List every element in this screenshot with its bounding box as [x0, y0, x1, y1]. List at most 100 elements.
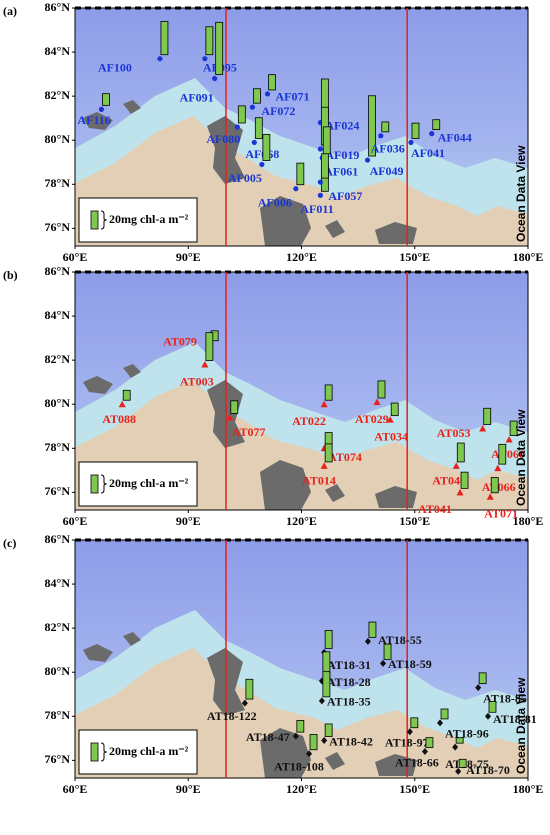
chl-bar	[368, 95, 376, 157]
chl-bar	[254, 117, 263, 139]
island	[83, 112, 113, 130]
chl-bar	[324, 432, 333, 445]
station-marker	[118, 400, 126, 408]
chl-bar	[122, 389, 131, 401]
station-marker	[264, 91, 271, 97]
x-tick-label: 180°E	[513, 250, 544, 264]
legend-brace	[100, 210, 108, 230]
x-tick-label: 90°E	[176, 514, 201, 528]
chl-bar	[460, 471, 469, 489]
chl-bar	[324, 443, 333, 463]
station-marker	[373, 398, 381, 406]
legend-box	[78, 461, 198, 507]
station-marker	[249, 104, 256, 110]
station-marker	[452, 462, 460, 469]
chl-bar	[368, 621, 377, 638]
x-tick-label: 90°E	[176, 782, 201, 796]
station-marker	[378, 133, 384, 139]
station-label: AT18-35	[327, 695, 371, 709]
island	[83, 376, 113, 394]
watermark: Ocean Data View	[514, 677, 528, 774]
legend-label: 20mg chl-a m⁻²	[109, 744, 189, 758]
island	[260, 460, 311, 510]
legend-brace	[100, 474, 108, 494]
chl-bar	[253, 88, 261, 104]
station-marker	[251, 139, 257, 146]
station-label: AT034	[374, 429, 408, 443]
station-label: AF005	[228, 171, 262, 185]
island	[123, 100, 141, 114]
x-tick-label: 60°E	[63, 782, 88, 796]
station-label: AT18-108	[274, 760, 324, 774]
station-label: AT029	[355, 412, 389, 426]
y-tick-label: 86°N	[45, 264, 71, 278]
station-marker	[320, 462, 328, 469]
station-marker	[259, 161, 265, 168]
legend-brace	[100, 742, 108, 762]
chl-bar	[309, 734, 318, 751]
station-label: AT18-97	[385, 735, 429, 749]
station-label: AT074	[328, 450, 362, 464]
station-marker	[486, 493, 494, 500]
chl-bar	[483, 407, 492, 425]
x-tick-label: 150°E	[399, 782, 430, 796]
chl-bar	[230, 400, 239, 414]
y-tick-label: 78°N	[45, 708, 71, 722]
chl-bar	[456, 442, 465, 463]
station-label: AF041	[411, 146, 445, 160]
chl-bar	[440, 708, 449, 720]
station-label: AF024	[325, 118, 359, 132]
chl-bar	[296, 162, 305, 186]
station-label: AT18-122	[207, 709, 257, 723]
station-marker	[437, 719, 444, 727]
station-label: AT18-75	[445, 757, 489, 771]
chl-bar	[488, 701, 497, 713]
station-label: AT18-59	[388, 657, 432, 671]
y-tick-label: 76°N	[45, 752, 71, 766]
station-marker	[202, 56, 208, 62]
station-label: AT066	[482, 480, 516, 494]
x-tick-label: 150°E	[399, 514, 430, 528]
station-marker	[406, 728, 413, 736]
chl-bar	[411, 122, 420, 139]
y-tick-label: 82°N	[45, 620, 71, 634]
station-marker	[212, 75, 218, 82]
x-tick-label: 120°E	[286, 250, 317, 264]
station-marker	[317, 179, 323, 185]
station-marker	[317, 146, 323, 152]
y-tick-label: 80°N	[45, 396, 71, 410]
station-marker	[380, 659, 387, 667]
station-label: AF011	[300, 202, 333, 216]
station-label: AT014	[302, 474, 336, 488]
island	[260, 196, 311, 246]
legend-box	[78, 197, 198, 243]
panel-label: (c)	[3, 536, 16, 550]
y-tick-label: 86°N	[45, 532, 71, 546]
x-tick-label: 90°E	[176, 250, 201, 264]
station-label: AT077	[232, 425, 266, 439]
station-label: AT041	[418, 502, 452, 516]
station-label: AF019	[325, 148, 359, 162]
station-marker	[293, 186, 299, 192]
chl-bar	[458, 758, 467, 768]
station-label: AF049	[370, 164, 404, 178]
chl-bar	[320, 153, 329, 179]
station-marker	[157, 56, 163, 62]
station-label: AF044	[438, 130, 472, 144]
x-tick-label: 120°E	[286, 782, 317, 796]
island	[123, 632, 141, 646]
station-marker	[456, 488, 464, 496]
station-label: AF061	[324, 165, 358, 179]
station-label: AT18-70	[466, 763, 510, 777]
station-label: AT18-55	[378, 633, 422, 647]
island	[123, 364, 141, 378]
chl-bar	[509, 420, 518, 436]
y-tick-label: 86°N	[45, 0, 71, 14]
station-marker	[505, 435, 513, 443]
station-label: AT071	[484, 507, 518, 521]
chl-bar	[215, 21, 224, 75]
chl-bar	[425, 737, 434, 748]
station-marker	[421, 748, 428, 756]
station-marker	[306, 750, 313, 758]
station-label: AF068	[245, 147, 279, 161]
